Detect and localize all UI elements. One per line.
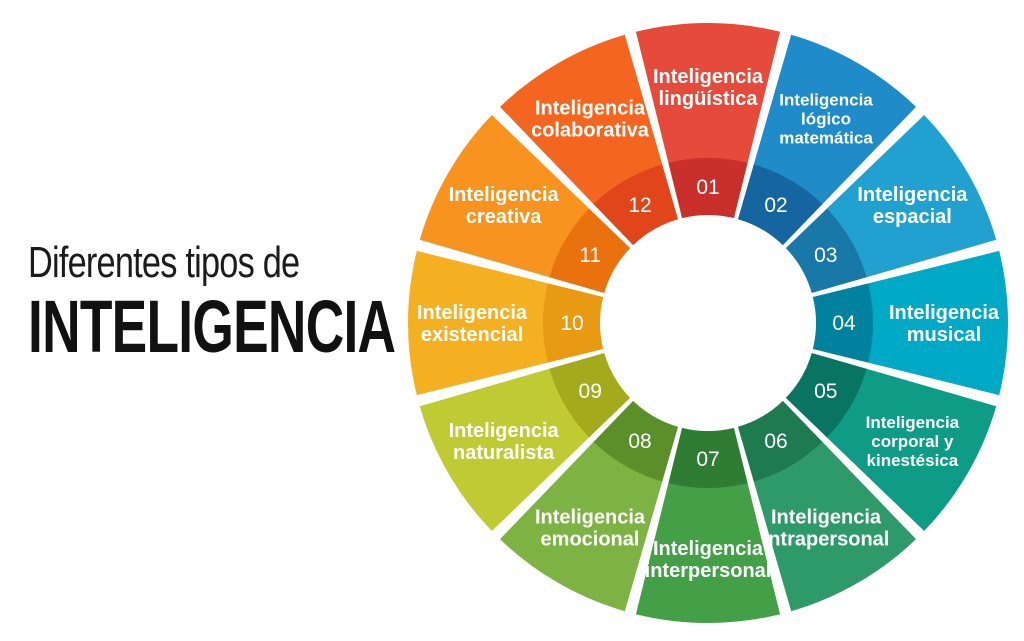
segment-label-line: Inteligencia [771,506,882,528]
segment-label-line: emocional [541,528,640,550]
segment-label-line: kinestésica [867,451,959,470]
segment-label: Inteligencia colaborativa [531,98,650,142]
segment-body [753,34,917,205]
segment-number-band [812,283,874,363]
segment-number: 01 [696,176,719,199]
segment-label-line: Inteligencia [535,506,646,528]
segment-label-line: corporal y [871,432,954,451]
segment-label-line: Inteligencia [889,302,1000,324]
segment-12: 12 Inteligencia colaborativa [499,34,679,246]
segment-label-line: Inteligencia [857,184,968,206]
segment-07: 07 Inteligencia interpersonal [635,427,781,624]
segment-number: 09 [579,380,602,403]
segment-label-line: naturalista [453,442,555,464]
segment-number-band [593,400,679,482]
segment-label-line: matemática [779,129,873,148]
segment-body [826,368,997,532]
segment-label-line: lógico [801,110,851,129]
segment-label-line: espacial [873,206,952,228]
segment-label: Inteligencia creativa [449,184,560,228]
segment-04: 04 Inteligencia musical [812,250,1008,396]
segment-number: 10 [560,312,583,335]
segment-label-line: existencial [421,324,523,346]
segment-label-line: Inteligencia [653,66,764,88]
segment-label: Inteligencia musical [889,302,1000,346]
segment-body [635,22,781,164]
segment-body [419,368,590,532]
segment-label: Inteligencia espacial [857,184,968,228]
wheel-center [601,216,815,430]
segment-08: 08 Inteligencia emocional [499,400,679,612]
segment-number: 03 [814,244,837,267]
segment-number-band [668,158,748,219]
segment-number: 08 [628,430,651,453]
segment-number-band [549,352,631,438]
segment-label-line: colaborativa [531,120,650,142]
segment-label: Inteligencia intrapersonal [763,506,890,550]
segment-number: 02 [764,194,787,217]
segment-body [407,250,549,396]
segment-number-band [593,164,679,246]
segment-number-band [785,352,867,438]
segment-body [867,250,1008,396]
segment-label: Inteligencia emocional [535,506,646,550]
page-subtitle: Diferentes tipos de [28,238,300,287]
segment-body [753,441,917,612]
segment-label-line: Inteligencia [449,184,560,206]
segment-label-line: Inteligencia [535,98,646,120]
segment-label-line: intrapersonal [763,528,890,550]
segment-label-line: Inteligencia [449,420,560,442]
segment-label-line: Inteligencia [653,538,764,560]
title-block: Diferentes tipos de INTELIGENCIA [28,238,396,369]
segment-label-line: musical [907,324,981,346]
segment-10: 10 Inteligencia existencial [407,250,604,396]
segment-label-line: Inteligencia [779,91,873,110]
segment-number-band [543,283,604,363]
segment-body [499,441,663,612]
segment-label: Inteligencia lingüística [653,66,764,110]
segment-body [826,114,997,278]
segment-body [499,34,663,205]
segment-label: Inteligencia lógico matemática [779,91,873,148]
segment-05: 05 Inteligencia corporal y kinestésica [785,352,997,532]
segment-number-band [668,427,748,488]
segment-03: 03 Inteligencia espacial [785,114,997,294]
segment-number: 04 [832,312,856,335]
segment-number: 11 [579,244,601,267]
segment-label-line: lingüística [659,88,759,110]
segment-02: 02 Inteligencia lógico matemática [737,34,917,246]
segment-number-band [785,208,867,294]
segment-body [635,482,781,624]
segment-label-line: interpersonal [645,560,772,582]
segment-number: 12 [628,194,651,217]
segment-number-band [737,164,823,246]
segment-number: 07 [696,448,719,471]
segment-label: Inteligencia corporal y kinestésica [866,413,960,470]
segment-number-band [549,208,631,294]
segment-label-line: Inteligencia [866,413,960,432]
segment-label-line: Inteligencia [417,302,528,324]
segment-label: Inteligencia naturalista [449,420,560,464]
segment-09: 09 Inteligencia naturalista [419,352,631,532]
segment-number-band [737,400,823,482]
segment-body [419,114,590,278]
segment-number: 06 [764,430,787,453]
segment-11: 11 Inteligencia creativa [419,114,631,294]
segment-01: 01 Inteligencia lingüística [635,22,781,219]
segment-label-line: creativa [466,206,542,228]
segment-number: 05 [814,380,837,403]
segment-label: Inteligencia existencial [417,302,528,346]
segment-label: Inteligencia interpersonal [645,538,772,582]
segment-06: 06 Inteligencia intrapersonal [737,400,917,612]
